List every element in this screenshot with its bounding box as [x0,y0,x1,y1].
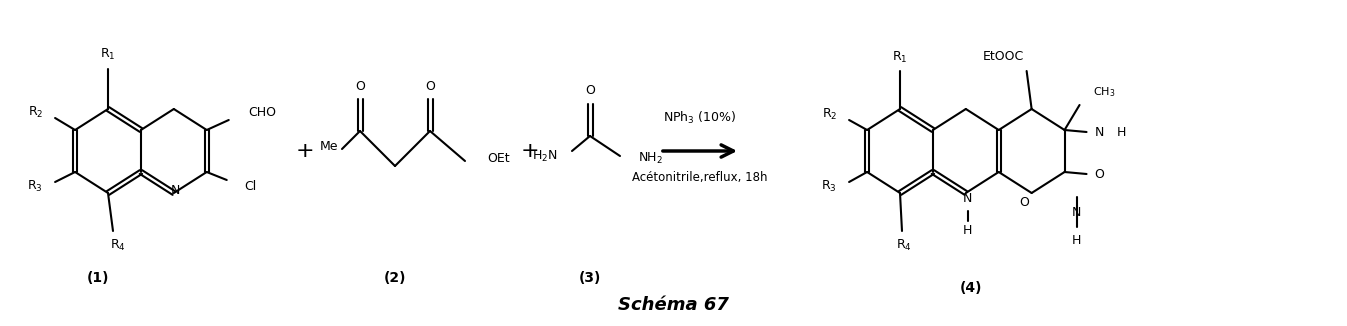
Text: N: N [1095,126,1105,140]
Text: NPh$_3$ (10%): NPh$_3$ (10%) [663,110,737,126]
Text: OEt: OEt [488,153,509,166]
Text: R$_4$: R$_4$ [110,237,125,253]
Text: N: N [963,191,973,204]
Text: O: O [1095,168,1105,181]
Text: R$_2$: R$_2$ [822,107,836,122]
Text: CHO: CHO [249,106,276,118]
Text: R$_4$: R$_4$ [896,237,912,253]
Text: H: H [963,225,973,238]
Text: EtOOC: EtOOC [982,51,1024,64]
Text: +: + [521,141,539,161]
Text: H: H [1117,126,1126,140]
Text: N: N [171,184,180,197]
Text: R$_3$: R$_3$ [822,178,836,194]
Text: Acétonitrile,reflux, 18h: Acétonitrile,reflux, 18h [632,171,768,185]
Text: NH$_2$: NH$_2$ [638,151,663,166]
Text: CH$_3$: CH$_3$ [1092,85,1115,99]
Text: O: O [426,80,435,93]
Text: (4): (4) [959,281,982,295]
Text: H: H [1072,233,1082,246]
Text: R$_3$: R$_3$ [27,178,43,194]
Text: +: + [296,141,314,161]
Text: Schéma 67: Schéma 67 [617,296,729,314]
Text: Me: Me [319,141,338,154]
Text: (2): (2) [384,271,407,285]
Text: R$_1$: R$_1$ [892,50,908,65]
Text: R$_2$: R$_2$ [28,104,43,120]
Text: H$_2$N: H$_2$N [532,148,558,164]
Text: O: O [1018,196,1029,209]
Text: (3): (3) [579,271,601,285]
Text: N: N [1072,205,1082,218]
Text: O: O [585,84,595,97]
Text: (1): (1) [86,271,109,285]
Text: Cl: Cl [245,180,257,192]
Text: O: O [356,80,365,93]
Text: R$_1$: R$_1$ [100,46,116,62]
